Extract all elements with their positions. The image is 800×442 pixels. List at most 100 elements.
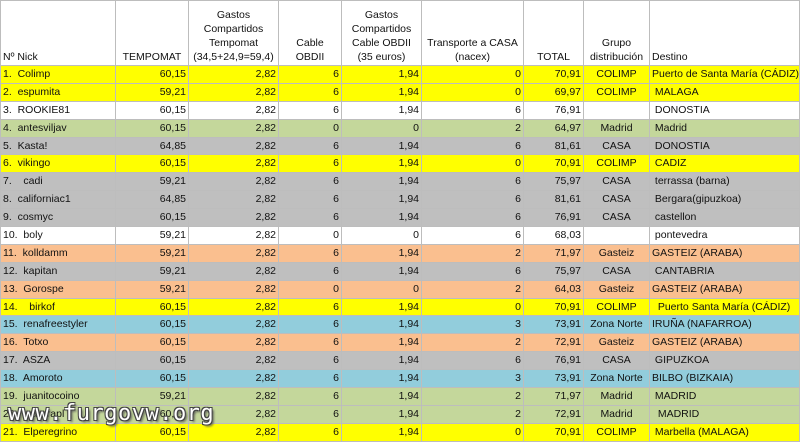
cell-grupo: Gasteiz: [583, 279, 650, 299]
cell-gastos-cable: 1,94: [341, 387, 422, 406]
cell-tempomat: 60,15: [115, 100, 189, 120]
cell-nick: 1. Colimp: [0, 65, 116, 84]
cell-destino: MADRID: [649, 387, 800, 406]
header-transporte: Transporte a CASA (nacex): [421, 0, 524, 66]
cell-gastos-tempomat: 2,82: [188, 333, 279, 353]
table-row: 6. vikingo 60,15 2,82 6 1,94 0 70,91 COLIMP CAD…: [0, 154, 800, 174]
cell-gastos-tempomat: 2,82: [188, 65, 279, 84]
cell-cable: 6: [278, 387, 342, 406]
cell-cable: 6: [278, 297, 342, 317]
cell-destino: CADIZ: [649, 154, 800, 174]
table-row: 10. boly 59,21 2,82 0 0 6 68,03 pontevedra: [0, 226, 800, 245]
header-destino: Destino: [649, 0, 800, 66]
cell-cable: 6: [278, 172, 342, 192]
cell-gastos-tempomat: 2,82: [188, 279, 279, 299]
table-row: 8. californiac1 64,85 2,82 6 1,94 6 81,61 CASA …: [0, 190, 800, 210]
cell-total: 73,91: [523, 315, 584, 335]
table-row: 16. Totxo 60,15 2,82 6 1,94 2 72,91 Gasteiz GAST…: [0, 333, 800, 353]
cell-total: 75,97: [523, 172, 584, 192]
header-grupo: Grupo distribución: [583, 0, 650, 66]
cell-gastos-tempomat: 2,82: [188, 297, 279, 317]
cell-tempomat: 60,15: [115, 369, 189, 389]
cell-tempomat: 60,15: [115, 297, 189, 317]
cell-total: 76,91: [523, 208, 584, 228]
cell-total: 68,03: [523, 226, 584, 245]
cell-gastos-cable: 1,94: [341, 351, 422, 371]
cell-total: 75,97: [523, 261, 584, 281]
cell-gastos-cable: 1,94: [341, 154, 422, 174]
cell-cable: 0: [278, 118, 342, 138]
cell-tempomat: 60,15: [115, 154, 189, 174]
cell-tempomat: 59,21: [115, 82, 189, 102]
cell-grupo: COLIMP: [583, 65, 650, 84]
cell-gastos-cable: 1,94: [341, 297, 422, 317]
cell-transporte: 0: [421, 297, 524, 317]
cell-destino: Bergara(gipuzkoa): [649, 190, 800, 210]
cell-nick: 2. espumita: [0, 82, 116, 102]
table-row: 21. Elperegrino 60,15 2,82 6 1,94 0 70,91 COLIM…: [0, 422, 800, 442]
cell-destino: GASTEIZ (ARABA): [649, 279, 800, 299]
cell-tempomat: 60,15: [115, 404, 189, 424]
cell-gastos-tempomat: 2,82: [188, 226, 279, 245]
cell-cable: 6: [278, 100, 342, 120]
cell-gastos-cable: 1,94: [341, 333, 422, 353]
cell-tempomat: 60,15: [115, 65, 189, 84]
cell-total: 76,91: [523, 351, 584, 371]
header-gastos-cable: Gastos Compartidos Cable OBDII (35 euros…: [341, 0, 422, 66]
cell-transporte: 6: [421, 208, 524, 228]
cell-nick: 15. renafreestyler: [0, 315, 116, 335]
cell-total: 64,97: [523, 118, 584, 138]
cell-gastos-cable: 1,94: [341, 136, 422, 156]
cell-nick: 7. cadi: [0, 172, 116, 192]
cell-gastos-cable: 1,94: [341, 315, 422, 335]
cell-gastos-cable: 1,94: [341, 172, 422, 192]
table-row: 15. renafreestyler 60,15 2,82 6 1,94 3 73,91 Zo…: [0, 315, 800, 335]
cell-nick: 14. birkof: [0, 297, 116, 317]
header-tempomat: TEMPOMAT: [115, 0, 189, 66]
cell-gastos-cable: 1,94: [341, 100, 422, 120]
cell-gastos-tempomat: 2,82: [188, 136, 279, 156]
cell-gastos-cable: 1,94: [341, 65, 422, 84]
table-row: 13. Gorospe 59,21 2,82 0 0 2 64,03 Gasteiz GASTE…: [0, 279, 800, 299]
cell-cable: 6: [278, 82, 342, 102]
table-row: 18. Amoroto 60,15 2,82 6 1,94 3 73,91 Zona Nort…: [0, 369, 800, 389]
cell-transporte: 6: [421, 351, 524, 371]
cell-transporte: 0: [421, 154, 524, 174]
cell-destino: MALAGA: [649, 82, 800, 102]
cell-total: 73,91: [523, 369, 584, 389]
cell-cable: 6: [278, 136, 342, 156]
cell-nick: 5. Kasta!: [0, 136, 116, 156]
cell-total: 70,91: [523, 154, 584, 174]
cell-grupo: [583, 100, 650, 120]
cell-cable: 6: [278, 333, 342, 353]
table-row: 3. ROOKIE81 60,15 2,82 6 1,94 6 76,91 DONOSTIA: [0, 100, 800, 120]
table-row: 17. ASZA 60,15 2,82 6 1,94 6 76,91 CASA GIPUZKO…: [0, 351, 800, 371]
cell-tempomat: 59,21: [115, 172, 189, 192]
cell-destino: Madrid: [649, 118, 800, 138]
cell-destino: terrassa (barna): [649, 172, 800, 192]
cell-destino: BILBO (BIZKAIA): [649, 369, 800, 389]
cell-transporte: 2: [421, 279, 524, 299]
cell-grupo: COLIMP: [583, 154, 650, 174]
cell-cable: 6: [278, 190, 342, 210]
cell-cable: 6: [278, 208, 342, 228]
cell-transporte: 2: [421, 404, 524, 424]
cell-total: 76,91: [523, 100, 584, 120]
table-row: 9. cosmyc 60,15 2,82 6 1,94 6 76,91 CASA castel…: [0, 208, 800, 228]
table-row: 11. kolldamm 59,21 2,82 6 1,94 2 71,97 Gasteiz G…: [0, 243, 800, 263]
cell-transporte: 3: [421, 315, 524, 335]
table-row: 14. birkof 60,15 2,82 6 1,94 0 70,91 COLIMP Pue…: [0, 297, 800, 317]
cell-gastos-tempomat: 2,82: [188, 154, 279, 174]
cell-gastos-cable: 1,94: [341, 261, 422, 281]
cell-gastos-tempomat: 2,82: [188, 315, 279, 335]
cell-grupo: COLIMP: [583, 82, 650, 102]
cell-transporte: 6: [421, 226, 524, 245]
cell-gastos-cable: 0: [341, 118, 422, 138]
cell-destino: GASTEIZ (ARABA): [649, 333, 800, 353]
cell-gastos-tempomat: 2,82: [188, 190, 279, 210]
cell-grupo: [583, 226, 650, 245]
cell-gastos-cable: 1,94: [341, 404, 422, 424]
cell-total: 71,97: [523, 387, 584, 406]
cell-destino: pontevedra: [649, 226, 800, 245]
